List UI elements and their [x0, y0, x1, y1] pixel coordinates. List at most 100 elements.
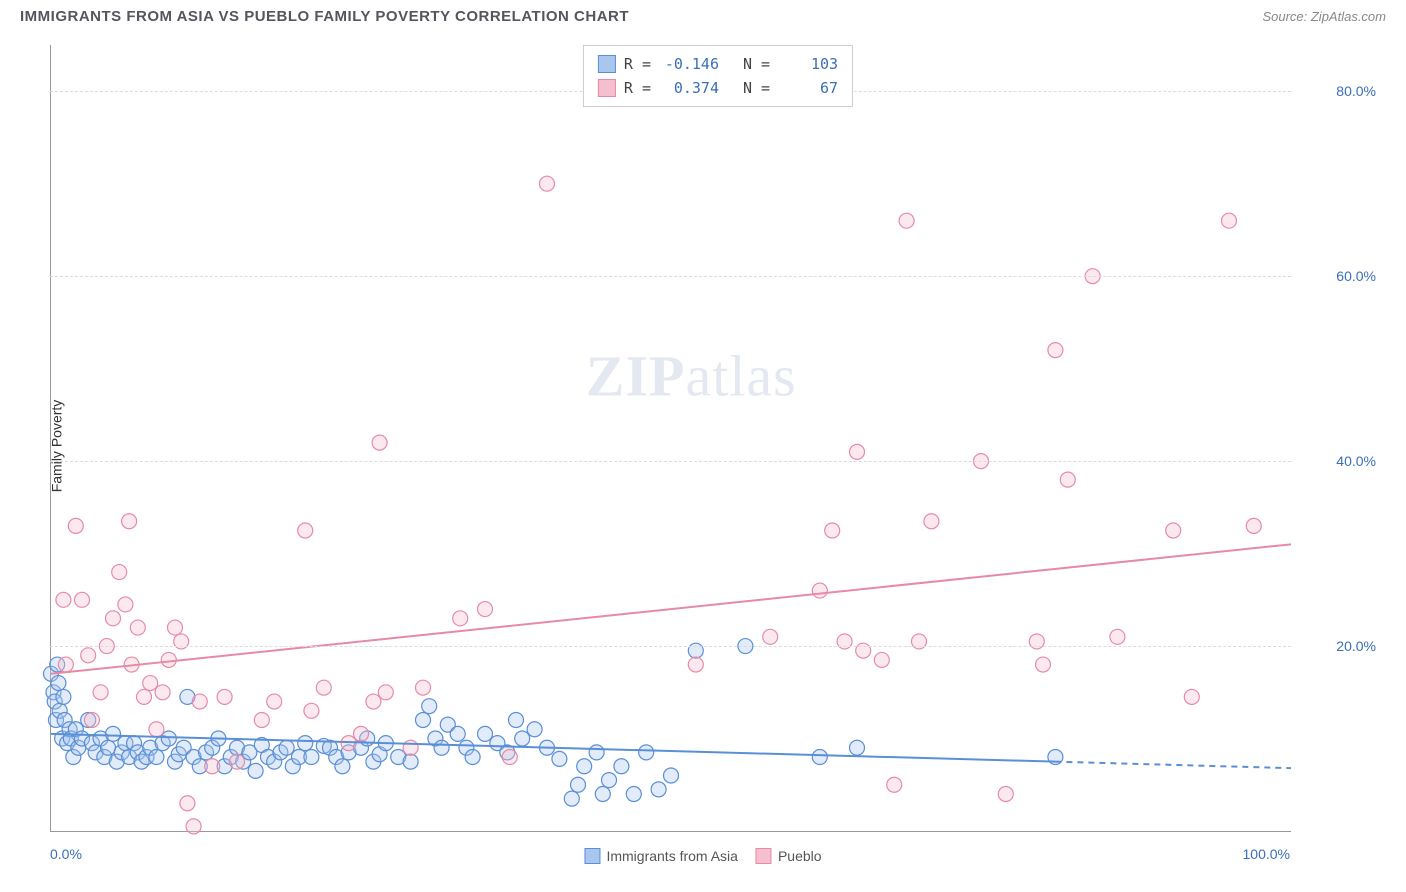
- scatter-point: [298, 523, 313, 538]
- legend-label-pueblo: Pueblo: [778, 848, 822, 864]
- scatter-point: [75, 592, 90, 607]
- scatter-point: [924, 514, 939, 529]
- scatter-point: [403, 754, 418, 769]
- scatter-point: [664, 768, 679, 783]
- scatter-point: [403, 740, 418, 755]
- scatter-point: [416, 713, 431, 728]
- scatter-point: [168, 620, 183, 635]
- scatter-point: [502, 750, 517, 765]
- scatter-point: [143, 676, 158, 691]
- scatter-point: [267, 694, 282, 709]
- y-tick-label: 60.0%: [1296, 268, 1376, 284]
- y-tick-label: 40.0%: [1296, 453, 1376, 469]
- scatter-point: [81, 648, 96, 663]
- scatter-point: [248, 763, 263, 778]
- r-label: R =: [624, 52, 651, 76]
- scatter-point: [51, 676, 66, 691]
- scatter-point: [874, 652, 889, 667]
- scatter-point: [1184, 689, 1199, 704]
- scatter-point: [205, 759, 220, 774]
- gridline: [50, 276, 1291, 277]
- scatter-point: [155, 685, 170, 700]
- scatter-point: [1036, 657, 1051, 672]
- n-label-2: N =: [743, 76, 770, 100]
- scatter-point: [304, 750, 319, 765]
- legend-swatch-asia: [584, 848, 600, 864]
- scatter-point: [372, 435, 387, 450]
- scatter-point: [998, 787, 1013, 802]
- scatter-point: [763, 629, 778, 644]
- x-tick-label: 0.0%: [50, 846, 82, 862]
- scatter-point: [527, 722, 542, 737]
- scatter-point: [552, 751, 567, 766]
- scatter-point: [850, 740, 865, 755]
- scatter-point: [1246, 518, 1261, 533]
- header: IMMIGRANTS FROM ASIA VS PUEBLO FAMILY PO…: [0, 0, 1406, 29]
- source-prefix: Source:: [1262, 9, 1310, 24]
- scatter-point: [1060, 472, 1075, 487]
- scatter-point: [626, 787, 641, 802]
- scatter-point: [887, 777, 902, 792]
- scatter-point: [639, 745, 654, 760]
- x-tick-label: 100.0%: [1243, 846, 1290, 862]
- scatter-point: [316, 680, 331, 695]
- scatter-point: [577, 759, 592, 774]
- scatter-point: [453, 611, 468, 626]
- scatter-point: [149, 750, 164, 765]
- scatter-point: [1110, 629, 1125, 644]
- scatter-point: [304, 703, 319, 718]
- plot-area: [50, 45, 1291, 832]
- scatter-point: [564, 791, 579, 806]
- legend-item-pueblo: Pueblo: [756, 848, 822, 864]
- n-value-pueblo: 67: [778, 76, 838, 100]
- scatter-point: [515, 731, 530, 746]
- scatter-point: [112, 565, 127, 580]
- scatter-chart: [51, 45, 1291, 831]
- scatter-point: [84, 713, 99, 728]
- scatter-point: [93, 685, 108, 700]
- scatter-point: [1166, 523, 1181, 538]
- legend-item-asia: Immigrants from Asia: [584, 848, 737, 864]
- stats-swatch-asia: [598, 55, 616, 73]
- scatter-point: [378, 685, 393, 700]
- n-value-asia: 103: [778, 52, 838, 76]
- scatter-point: [422, 699, 437, 714]
- scatter-point: [68, 518, 83, 533]
- r-value-asia: -0.146: [659, 52, 719, 76]
- scatter-point: [122, 514, 137, 529]
- y-tick-label: 80.0%: [1296, 83, 1376, 99]
- scatter-point: [149, 722, 164, 737]
- scatter-point: [651, 782, 666, 797]
- y-tick-label: 20.0%: [1296, 638, 1376, 654]
- scatter-point: [571, 777, 586, 792]
- scatter-point: [254, 713, 269, 728]
- n-label: N =: [743, 52, 770, 76]
- scatter-point: [450, 726, 465, 741]
- r-label-2: R =: [624, 76, 651, 100]
- scatter-point: [298, 736, 313, 751]
- source-link[interactable]: ZipAtlas.com: [1311, 9, 1386, 24]
- scatter-point: [416, 680, 431, 695]
- scatter-point: [1048, 343, 1063, 358]
- trend-line: [51, 544, 1291, 673]
- scatter-point: [595, 787, 610, 802]
- stats-row-pueblo: R = 0.374 N = 67: [598, 76, 838, 100]
- scatter-point: [56, 689, 71, 704]
- scatter-point: [161, 652, 176, 667]
- legend-label-asia: Immigrants from Asia: [606, 848, 737, 864]
- scatter-point: [335, 759, 350, 774]
- scatter-point: [614, 759, 629, 774]
- scatter-point: [825, 523, 840, 538]
- scatter-point: [106, 611, 121, 626]
- scatter-point: [118, 597, 133, 612]
- scatter-point: [478, 726, 493, 741]
- r-value-pueblo: 0.374: [659, 76, 719, 100]
- scatter-point: [137, 689, 152, 704]
- scatter-point: [812, 750, 827, 765]
- legend-swatch-pueblo: [756, 848, 772, 864]
- footer-legend: Immigrants from Asia Pueblo: [584, 848, 821, 864]
- source-credit: Source: ZipAtlas.com: [1262, 9, 1386, 24]
- scatter-point: [899, 213, 914, 228]
- scatter-point: [1222, 213, 1237, 228]
- scatter-point: [101, 740, 116, 755]
